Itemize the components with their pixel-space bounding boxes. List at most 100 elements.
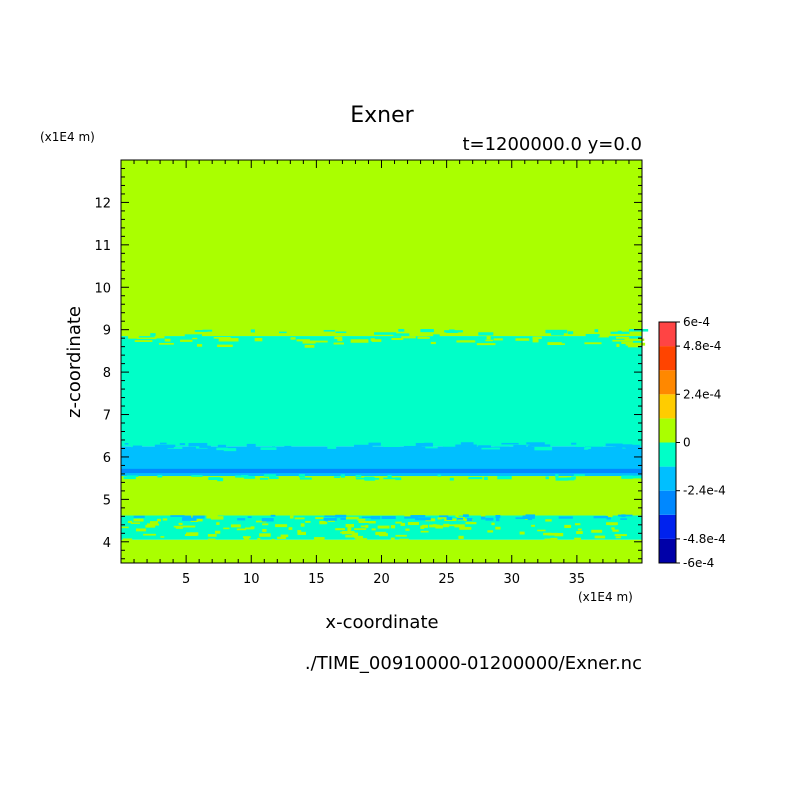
heatmap-texture	[398, 328, 405, 332]
heatmap-texture	[376, 443, 395, 446]
heatmap-texture	[280, 534, 289, 538]
heatmap-texture	[121, 526, 129, 529]
heatmap-texture	[527, 517, 533, 521]
heatmap-texture	[360, 525, 368, 528]
heatmap-texture	[456, 516, 465, 519]
heatmap-texture	[415, 517, 431, 521]
heatmap-texture	[403, 445, 422, 450]
heatmap-texture	[263, 474, 277, 477]
heatmap-texture	[370, 515, 381, 520]
heatmap-texture	[199, 445, 211, 448]
heatmap-texture	[190, 520, 199, 522]
heatmap-texture	[218, 338, 239, 342]
heatmap-texture	[555, 474, 559, 478]
source-file-label: ./TIME_00910000-01200000/Exner.nc	[305, 653, 642, 674]
heatmap-texture	[179, 443, 186, 446]
heatmap-band	[121, 476, 642, 516]
heatmap-texture	[296, 339, 310, 342]
heatmap-texture	[154, 444, 176, 448]
heatmap-texture	[558, 516, 573, 519]
heatmap-texture	[399, 538, 409, 542]
heatmap-texture	[314, 537, 325, 541]
heatmap-texture	[345, 523, 355, 528]
x-tick-label: 30	[503, 572, 520, 587]
heatmap-texture	[216, 447, 228, 451]
heatmap-texture	[501, 442, 519, 445]
heatmap-texture	[462, 514, 469, 518]
heatmap-texture	[242, 536, 251, 539]
heatmap-texture	[143, 533, 156, 536]
heatmap-texture	[290, 337, 296, 340]
heatmap-texture	[395, 477, 402, 481]
heatmap-texture	[515, 338, 530, 341]
heatmap-texture	[365, 477, 376, 481]
heatmap-texture	[478, 445, 491, 448]
heatmap-texture	[477, 445, 483, 448]
y-tick-label: 12	[94, 196, 111, 211]
heatmap-texture	[214, 530, 221, 534]
heatmap-texture	[335, 528, 345, 531]
heatmap-texture	[532, 338, 539, 343]
y-tick-label: 9	[103, 324, 111, 339]
heatmap-texture	[487, 530, 494, 533]
heatmap-texture	[577, 528, 582, 531]
heatmap-texture	[478, 332, 494, 336]
heatmap-texture	[405, 528, 410, 531]
heatmap-texture	[459, 526, 472, 530]
heatmap-texture	[197, 344, 203, 347]
heatmap-texture	[157, 474, 163, 478]
heatmap-texture	[305, 520, 311, 523]
heatmap-texture	[288, 527, 293, 530]
heatmap-texture	[368, 442, 381, 446]
y-tick-label: 10	[94, 281, 111, 296]
heatmap-texture	[277, 536, 287, 540]
heatmap-texture	[262, 528, 267, 532]
heatmap-texture	[245, 527, 254, 530]
heatmap-texture	[247, 516, 252, 519]
heatmap-texture	[382, 444, 400, 447]
heatmap-texture	[164, 338, 171, 342]
heatmap-texture	[515, 517, 529, 520]
heatmap-texture	[130, 522, 140, 525]
heatmap-texture	[456, 517, 464, 520]
heatmap-texture	[162, 518, 168, 521]
heatmap-texture	[206, 515, 218, 519]
heatmap-texture	[566, 477, 575, 481]
heatmap-texture	[208, 477, 221, 481]
heatmap-texture	[345, 535, 353, 538]
heatmap-texture	[170, 515, 185, 517]
heatmap-texture	[259, 477, 269, 480]
x-axis-label: x-coordinate	[325, 612, 438, 633]
heatmap-texture	[374, 332, 397, 335]
heatmap-texture	[439, 515, 449, 518]
heatmap-texture	[606, 517, 611, 520]
heatmap-texture	[243, 537, 250, 541]
x-axis: 5 10 15 20 25 30 35	[133, 160, 630, 587]
heatmap-texture	[564, 524, 572, 528]
heatmap-texture	[133, 515, 145, 518]
heatmap-texture	[150, 521, 158, 524]
heatmap-bands	[121, 160, 642, 563]
chart-title: Exner	[350, 103, 414, 128]
heatmap-texture	[491, 522, 495, 526]
colorbar-swatch	[659, 370, 676, 395]
heatmap-texture	[410, 515, 426, 518]
heatmap-texture	[354, 535, 364, 539]
x-tick-label: 25	[438, 572, 455, 587]
heatmap-noise	[121, 328, 649, 542]
heatmap-texture	[236, 528, 246, 531]
heatmap-texture	[207, 534, 217, 537]
heatmap-texture	[435, 525, 443, 529]
heatmap-texture	[606, 514, 613, 518]
heatmap-texture	[625, 342, 646, 346]
heatmap-texture	[355, 477, 367, 480]
heatmap-texture	[196, 518, 203, 522]
heatmap-texture	[335, 514, 347, 518]
colorbar-tick-label: 2.4e-4	[683, 387, 721, 401]
heatmap-texture	[584, 342, 602, 345]
heatmap-texture	[424, 442, 433, 446]
heatmap-texture	[454, 524, 465, 528]
heatmap-texture	[519, 531, 525, 535]
heatmap-texture	[247, 477, 252, 479]
heatmap-texture	[260, 443, 277, 446]
